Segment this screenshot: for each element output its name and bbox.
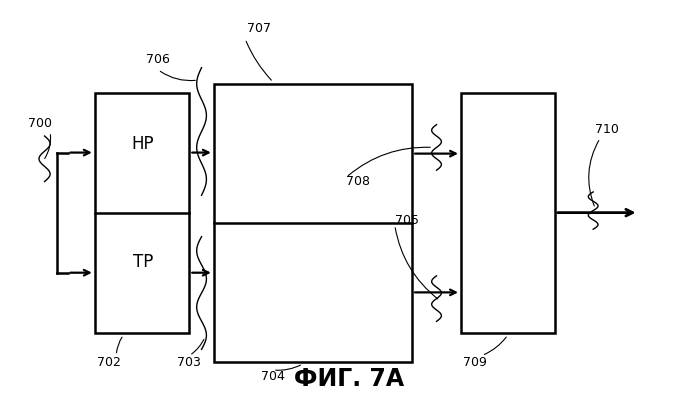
- Text: HP: HP: [131, 135, 154, 153]
- Text: 704: 704: [261, 370, 285, 383]
- Bar: [214, 84, 412, 362]
- Text: 708: 708: [346, 175, 370, 188]
- Text: 703: 703: [178, 356, 201, 369]
- Text: 702: 702: [97, 356, 121, 369]
- Bar: [95, 93, 189, 333]
- Text: 706: 706: [146, 53, 170, 65]
- Text: 705: 705: [395, 214, 419, 227]
- Text: 709: 709: [463, 356, 487, 369]
- Text: 710: 710: [595, 123, 619, 136]
- Bar: [461, 93, 555, 333]
- Text: TP: TP: [133, 254, 153, 271]
- Text: 700: 700: [28, 117, 52, 130]
- Text: 707: 707: [247, 22, 271, 35]
- Text: ФИГ. 7А: ФИГ. 7А: [294, 367, 405, 391]
